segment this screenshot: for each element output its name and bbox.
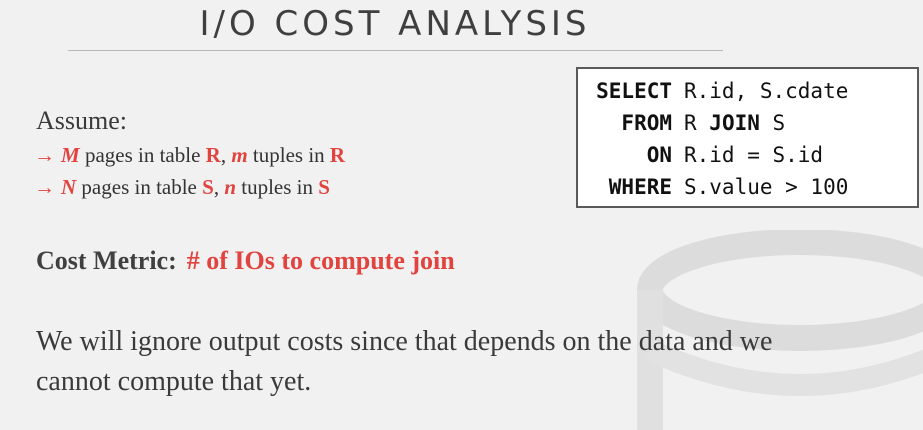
pages-variable: N [61,175,77,199]
separator: , [220,143,232,167]
tuples-text: tuples in [236,175,319,199]
sql-query-box: SELECT R.id, S.cdate FROM R JOIN S ON R.id … [576,67,919,208]
title-divider [68,50,723,51]
sql-keyword: FROM [621,111,672,135]
sql-line-where: WHERE S.value > 100 [578,175,849,199]
separator: , [213,175,225,199]
pages-text: pages in table [76,175,203,199]
sql-text: R [684,111,710,135]
cost-metric: Cost Metric: # of IOs to compute join [36,246,455,276]
sql-keyword: ON [646,143,672,167]
sql-text: S.value > 100 [684,175,849,199]
assume-line-s: → N pages in table S, n tuples in S [34,175,330,200]
output-cost-note: We will ignore output costs since that d… [36,326,773,397]
sql-keyword: WHERE [608,175,672,199]
tuples-variable: n [224,175,237,199]
sql-text: R.id = S.id [684,143,824,167]
assume-heading: Assume: [36,106,127,135]
sql-line-on: ON R.id = S.id [578,143,823,167]
page-title: I/O COST ANALYSIS [199,4,591,44]
cost-metric-value: # of IOs to compute join [186,246,455,275]
tuples-text: tuples in [247,143,330,167]
assume-line-r: → M pages in table R, m tuples in R [34,143,345,168]
table-name: R [205,143,221,167]
pages-text: pages in table [79,143,206,167]
sql-keyword: SELECT [596,79,672,103]
table-name: R [329,143,346,167]
arrow-icon: → [34,175,55,199]
sql-text: R.id, S.cdate [684,79,849,103]
arrow-icon: → [34,143,55,167]
tuples-variable: m [231,143,248,167]
sql-text: S [759,111,786,135]
sql-line-from: FROM R JOIN S [578,111,785,135]
sql-keyword-join: JOIN [709,111,760,135]
pages-variable: M [61,143,80,167]
table-name: S [318,175,330,199]
table-name: S [202,175,214,199]
cost-metric-label: Cost Metric: [36,246,177,275]
sql-line-select: SELECT R.id, S.cdate [578,79,848,103]
